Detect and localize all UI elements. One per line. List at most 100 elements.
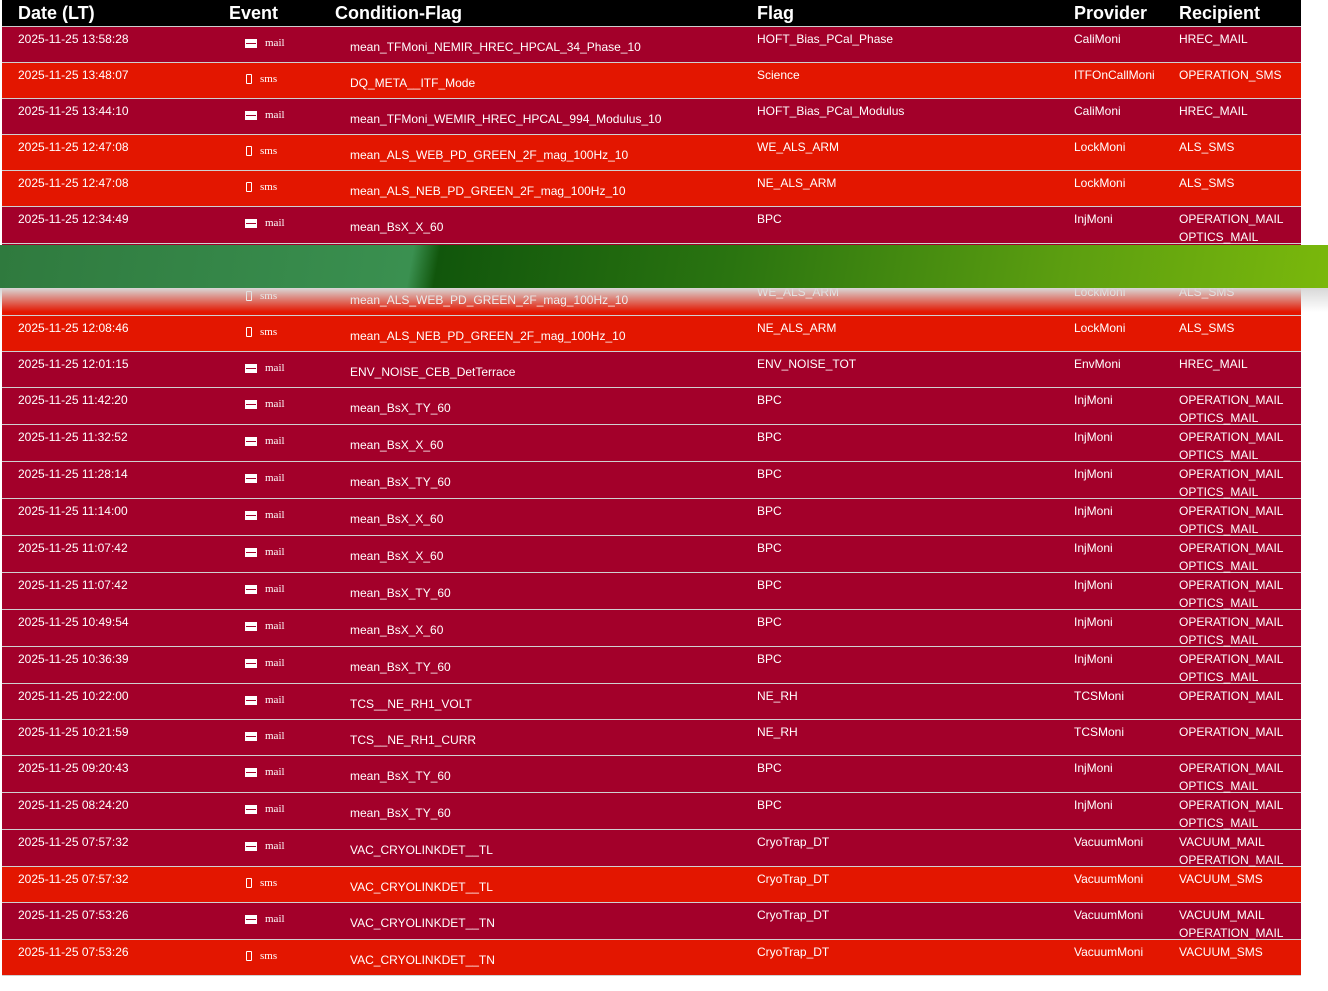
envelope-icon [245, 841, 257, 851]
condition-cell: mean_BsX_X_60 [350, 549, 444, 563]
table-row[interactable]: 2025-11-25 11:28:14 mail mean_BsX_TY_60 BPC… [2, 462, 1301, 499]
recipient: VACUUM_MAIL [1179, 908, 1265, 922]
table-row[interactable]: 2025-11-25 11:07:42 mail mean_BsX_X_60 BPC I… [2, 536, 1301, 573]
provider-cell: InjMoni [1074, 467, 1113, 481]
table-row[interactable]: 2025-11-25 12:01:15 mail ENV_NOISE_CEB_Det… [2, 352, 1301, 388]
provider-cell: CaliMoni [1074, 104, 1121, 118]
table-row[interactable]: 2025-11-25 11:07:42 mail mean_BsX_TY_60 BPC… [2, 573, 1301, 610]
event-label: mail [265, 435, 285, 447]
recipient: OPERATION_MAIL [1179, 212, 1284, 226]
recipient: OPERATION_MAIL [1179, 761, 1284, 775]
header-date[interactable]: Date (LT) [18, 3, 95, 23]
table-row[interactable]: 2025-11-25 10:21:59 mail TCS__NE_RH1_CURR N… [2, 720, 1301, 756]
phone-icon [246, 327, 252, 337]
condition-cell: mean_BsX_TY_60 [350, 769, 451, 783]
event-cell: sms [245, 178, 277, 196]
event-cell: mail [245, 506, 285, 524]
date-cell: 2025-11-25 12:08:46 [18, 321, 129, 335]
condition-cell: VAC_CRYOLINKDET__TL [350, 880, 493, 894]
date-cell: 2025-11-25 08:24:20 [18, 798, 129, 812]
condition-cell: mean_BsX_TY_60 [350, 660, 451, 674]
date-cell: 2025-11-25 13:48:07 [18, 68, 129, 82]
event-label: sms [260, 73, 278, 85]
condition-cell: mean_TFMoni_NEMIR_HREC_HPCAL_34_Phase_10 [350, 40, 641, 54]
header-event[interactable]: Event [229, 3, 279, 23]
event-label: sms [260, 877, 278, 889]
date-cell: 2025-11-25 12:34:49 [18, 212, 129, 226]
flag-cell: WE_ALS_ARM [757, 140, 840, 154]
date-cell: 2025-11-25 07:57:32 [18, 835, 129, 849]
recipient: HREC_MAIL [1179, 32, 1248, 46]
event-label: mail [265, 694, 285, 706]
condition-cell: TCS__NE_RH1_VOLT [350, 697, 472, 711]
table-row[interactable]: 2025-11-25 13:58:28 mail mean_TFMoni_NEMIR… [2, 27, 1301, 63]
provider-cell: InjMoni [1074, 430, 1113, 444]
table-row[interactable]: 2025-11-25 11:14:00 mail mean_BsX_X_60 BPC I… [2, 499, 1301, 536]
header-condition[interactable]: Condition-Flag [335, 3, 462, 23]
recipient: OPERATION_MAIL [1179, 504, 1284, 518]
date-cell: 2025-11-25 13:44:10 [18, 104, 129, 118]
table-row[interactable]: 2025-11-25 12:47:08 sms mean_ALS_WEB_PD_GR… [2, 135, 1301, 171]
provider-cell: CaliMoni [1074, 32, 1121, 46]
date-cell: 2025-11-25 10:49:54 [18, 615, 129, 629]
flag-cell: NE_RH [757, 725, 798, 739]
alerts-table: Date (LT) Event Condition-Flag Flag Prov… [2, 0, 1301, 976]
table-row[interactable]: 2025-11-25 09:20:43 mail mean_BsX_TY_60 BPC… [2, 756, 1301, 793]
table-row[interactable]: 2025-11-25 12:47:08 sms mean_ALS_NEB_PD_GR… [2, 171, 1301, 207]
notification-banner[interactable] [0, 245, 1328, 288]
table-row[interactable]: 2025-11-25 11:32:52 mail mean_BsX_X_60 BPC I… [2, 425, 1301, 462]
date-cell: 2025-11-25 12:47:08 [18, 140, 129, 154]
table-row[interactable]: 2025-11-25 07:57:32 mail VAC_CRYOLINKDET__… [2, 830, 1301, 867]
header-flag[interactable]: Flag [757, 3, 795, 23]
table-row[interactable]: 2025-11-25 10:49:54 mail mean_BsX_X_60 BPC I… [2, 610, 1301, 647]
condition-cell: mean_BsX_X_60 [350, 220, 444, 234]
flag-cell: BPC [757, 615, 782, 629]
flag-cell: BPC [757, 467, 782, 481]
event-cell: sms [245, 142, 277, 160]
provider-cell: InjMoni [1074, 578, 1113, 592]
flag-cell: CryoTrap_DT [757, 908, 830, 922]
provider-cell: LockMoni [1074, 176, 1126, 190]
recipient: OPTICS_MAIL [1179, 816, 1259, 830]
event-cell: mail [245, 395, 285, 413]
date-cell: 2025-11-25 11:14:00 [18, 504, 128, 518]
recipient-cell: OPERATION_MAIL OPTICS_MAIL [1179, 796, 1283, 832]
recipient: OPERATION_MAIL [1179, 430, 1284, 444]
table-row[interactable]: 2025-11-25 08:24:20 mail mean_BsX_TY_60 BPC… [2, 793, 1301, 830]
header-provider[interactable]: Provider [1074, 3, 1148, 23]
event-cell: mail [245, 214, 285, 232]
provider-cell: VacuumMoni [1074, 872, 1144, 886]
date-cell: 2025-11-25 10:21:59 [18, 725, 129, 739]
table-row[interactable]: 2025-11-25 07:53:26 mail VAC_CRYOLINKDET__… [2, 903, 1301, 940]
condition-cell: mean_BsX_TY_60 [350, 401, 451, 415]
recipient-cell: OPERATION_SMS [1179, 66, 1281, 84]
date-cell: 2025-11-25 11:07:42 [18, 541, 128, 555]
table-row[interactable]: 2025-11-25 07:53:26 sms VAC_CRYOLINKDET__T… [2, 940, 1301, 976]
event-cell: mail [245, 763, 285, 781]
recipient-cell: HREC_MAIL [1179, 30, 1248, 48]
recipient-cell: OPERATION_MAIL OPTICS_MAIL [1179, 650, 1283, 686]
provider-cell: EnvMoni [1074, 357, 1121, 371]
recipient-cell: OPERATION_MAIL OPTICS_MAIL [1179, 428, 1283, 464]
table-row[interactable]: 2025-11-25 10:22:00 mail TCS__NE_RH1_VOLT N… [2, 684, 1301, 720]
event-cell: mail [245, 34, 285, 52]
recipient: OPTICS_MAIL [1179, 411, 1259, 425]
table-row[interactable]: 2025-11-25 07:57:32 sms VAC_CRYOLINKDET__T… [2, 867, 1301, 903]
recipient: ALS_SMS [1179, 176, 1235, 190]
recipient: OPERATION_MAIL [1179, 541, 1284, 555]
header-recipient[interactable]: Recipient [1179, 3, 1261, 23]
flag-cell: BPC [757, 761, 782, 775]
table-row[interactable]: 2025-11-25 13:48:07 sms DQ_META__ITF_Mode S… [2, 63, 1301, 99]
table-row[interactable]: 2025-11-25 11:42:20 mail mean_BsX_TY_60 BPC… [2, 388, 1301, 425]
event-cell: mail [245, 469, 285, 487]
table-row[interactable]: 2025-11-25 12:08:46 sms mean_ALS_NEB_PD_GR… [2, 316, 1301, 352]
flag-cell: BPC [757, 578, 782, 592]
flag-cell: BPC [757, 504, 782, 518]
provider-cell: VacuumMoni [1074, 835, 1144, 849]
event-label: sms [260, 145, 278, 157]
table-row[interactable]: 2025-11-25 12:34:49 mail mean_BsX_X_60 BPC I… [2, 207, 1301, 244]
table-row[interactable]: 2025-11-25 10:36:39 mail mean_BsX_TY_60 BPC… [2, 647, 1301, 684]
table-row[interactable]: 2025-11-25 13:44:10 mail mean_TFMoni_WEMIR… [2, 99, 1301, 135]
event-label: mail [265, 109, 285, 121]
flag-cell: CryoTrap_DT [757, 945, 830, 959]
